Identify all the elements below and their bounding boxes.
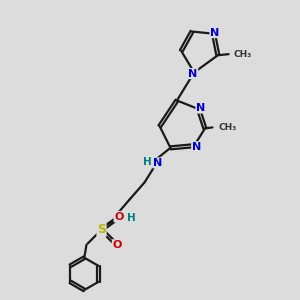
Text: CH₃: CH₃ bbox=[219, 123, 237, 132]
Text: CH₃: CH₃ bbox=[234, 50, 252, 59]
Text: O: O bbox=[112, 240, 122, 250]
Text: N: N bbox=[196, 103, 205, 113]
Text: H: H bbox=[143, 157, 152, 167]
Text: N: N bbox=[153, 158, 162, 168]
Text: N: N bbox=[192, 142, 201, 152]
Text: N: N bbox=[188, 68, 198, 79]
Text: H: H bbox=[128, 213, 136, 223]
Text: S: S bbox=[97, 223, 106, 236]
Text: N: N bbox=[114, 212, 123, 222]
Text: O: O bbox=[115, 212, 124, 222]
Text: N: N bbox=[210, 28, 219, 38]
